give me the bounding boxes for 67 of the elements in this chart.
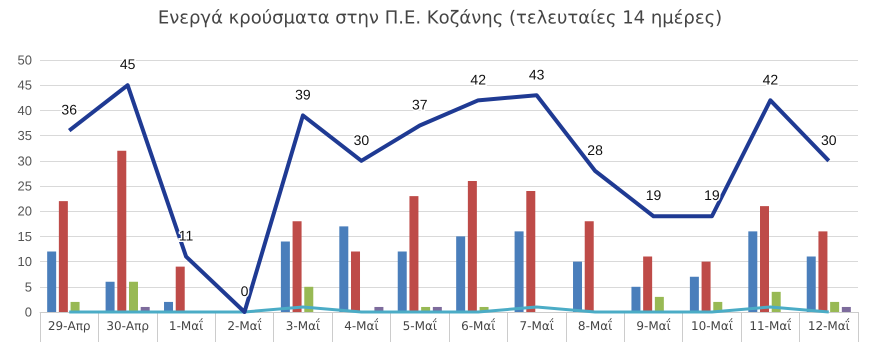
y-tick-label: 25 [18,178,32,194]
y-tick-label: 40 [18,102,32,118]
x-tick-label: 2-Μαΐ [227,318,262,333]
x-tick-label: 6-Μαΐ [461,318,496,333]
x-tick-label: 10-Μαΐ [690,318,733,333]
x-tick-label: 4-Μαΐ [344,318,379,333]
bar [806,256,816,312]
data-label: 39 [295,86,311,102]
chart-title: Ενεργά κρούσματα στην Π.Ε. Κοζάνης (τελευταίες 14 ημέρες) [158,8,722,28]
bar [584,221,594,312]
data-label: 19 [704,187,720,204]
y-tick-label: 50 [18,52,32,68]
x-tick-label: 1-Μαΐ [168,318,204,333]
data-label: 19 [646,187,662,204]
bar [690,276,699,312]
x-tick-label: 3-Μαΐ [286,318,320,333]
x-tick-label: 11-Μαΐ [749,318,792,333]
bar [292,221,302,312]
bar [760,206,770,312]
bar [117,150,126,312]
y-tick-label: 30 [18,153,32,168]
x-tick-label: 9-Μαΐ [636,318,671,333]
bar [702,262,711,312]
x-tick-label: 29-Απρ [48,319,91,333]
bar [47,252,56,312]
y-tick-label: 0 [24,304,32,320]
bar [468,180,477,312]
y-tick-label: 15 [18,228,32,244]
bar [176,266,185,312]
x-tick-label: 12-Μαΐ [808,318,850,333]
data-label: 36 [61,102,78,118]
bar [58,201,68,312]
x-tick-label: 8-Μαΐ [578,318,612,333]
bar [339,226,348,312]
data-label: 42 [470,71,486,88]
bar [631,286,640,312]
bar [351,252,360,312]
x-tick-label: 5-Μαΐ [402,318,437,333]
data-label: 45 [120,56,136,72]
bar [748,231,758,312]
bar [818,231,828,312]
y-tick-label: 35 [18,128,32,144]
bar [514,231,524,312]
data-label: 42 [762,71,778,88]
data-label: 37 [412,96,428,113]
bar [280,241,290,312]
bar [398,252,407,312]
x-tick-label: 30-Απρ [106,319,149,333]
data-label: 0 [240,283,249,299]
x-tick-label: 7-Μαΐ [519,318,554,333]
bar [830,302,840,312]
bar [128,282,138,312]
bar [106,282,115,312]
bar [643,256,652,312]
bar [573,262,582,312]
bar [526,191,536,312]
bar [409,196,418,312]
y-tick-label: 5 [24,279,32,294]
data-label: 28 [587,142,604,158]
bar [842,306,851,312]
y-tick-label: 45 [18,78,32,93]
bar [456,236,466,312]
data-label: 30 [820,132,837,148]
y-tick-label: 10 [18,254,32,270]
data-label: 43 [528,66,545,82]
data-label: 30 [354,132,370,148]
y-tick-label: 20 [18,204,32,219]
